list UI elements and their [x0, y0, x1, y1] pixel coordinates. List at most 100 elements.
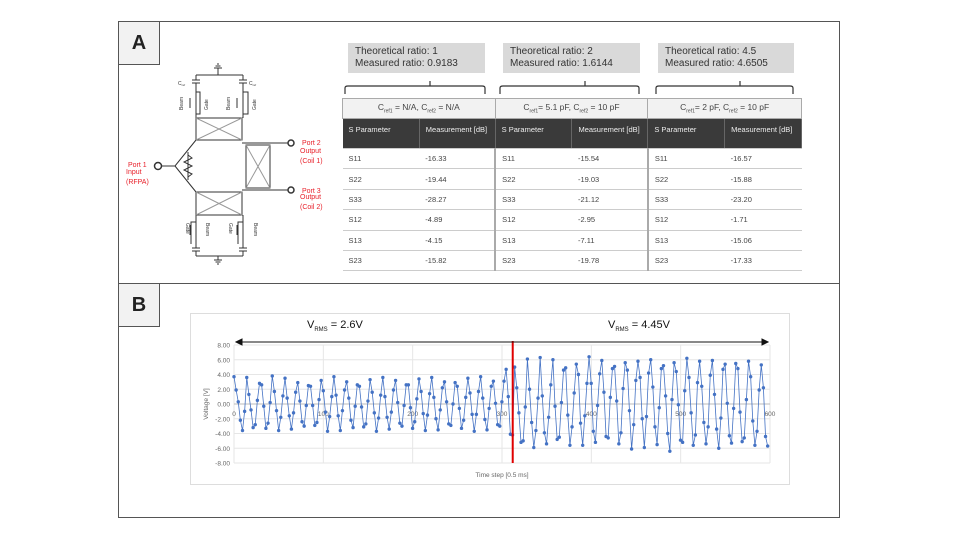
data-point: [281, 394, 285, 398]
series-line: [233, 356, 769, 452]
data-point: [600, 358, 604, 363]
s-parameter-cell: S22: [342, 168, 420, 190]
measurement-cell: -16.57: [724, 148, 802, 170]
data-point: [330, 394, 334, 399]
data-point: [551, 358, 555, 362]
data-point: [666, 431, 670, 436]
port3-label: Port 3: [302, 188, 321, 195]
data-point: [372, 411, 377, 415]
data-point: [476, 389, 481, 394]
s-parameter-cell: S11: [342, 148, 420, 170]
data-point: [413, 420, 417, 424]
column-header: S Parameter: [342, 118, 420, 149]
data-point: [406, 383, 411, 387]
data-point: [553, 404, 557, 408]
data-point: [270, 374, 274, 378]
y-axis-label: Voltage [V]: [203, 388, 210, 420]
data-point: [589, 381, 593, 386]
data-point: [759, 363, 763, 367]
measurement-cell: -4.15: [419, 230, 496, 251]
data-point: [672, 361, 676, 365]
data-point: [729, 441, 734, 445]
data-point: [544, 442, 549, 446]
svg-text:Gate: Gate: [227, 223, 233, 234]
data-point: [659, 366, 664, 371]
data-point: [481, 396, 485, 400]
data-point: [738, 410, 742, 414]
data-point: [634, 378, 638, 383]
data-point: [653, 425, 657, 429]
data-point: [612, 364, 617, 369]
data-point: [527, 387, 532, 391]
column-header: Measurement [dB]: [724, 118, 802, 149]
data-point: [748, 375, 753, 379]
data-point: [580, 443, 585, 447]
data-point: [264, 426, 268, 431]
data-point: [721, 367, 725, 372]
data-point: [610, 366, 615, 371]
measurement-cell: -19.44: [419, 168, 496, 190]
data-point: [751, 419, 755, 423]
s-parameter-table: Cref1 = N/A, Cref2 = N/A Cref1= 5.1 pF, …: [342, 98, 802, 272]
data-point: [368, 377, 372, 382]
data-point: [670, 397, 674, 402]
data-point: [374, 429, 379, 433]
s-parameter-cell: S33: [342, 189, 420, 211]
data-point: [325, 429, 330, 433]
data-point: [623, 361, 627, 365]
measurement-cell: -19.03: [571, 168, 648, 190]
data-point: [361, 425, 366, 429]
resistor-icon: [162, 139, 197, 193]
data-point: [763, 434, 768, 439]
data-point: [702, 420, 706, 425]
svg-text:Beam: Beam: [226, 97, 232, 110]
data-point: [727, 434, 732, 438]
column-header: S Parameter: [495, 118, 573, 149]
measurement-cell: -23.20: [724, 189, 802, 211]
data-point: [636, 359, 640, 363]
x-tick-label: 400: [586, 411, 597, 418]
data-point: [421, 411, 425, 416]
data-point: [640, 417, 644, 421]
data-point: [570, 425, 574, 429]
data-point: [315, 420, 319, 425]
data-point: [687, 375, 691, 380]
data-point: [444, 400, 449, 404]
y-tick-label: -8.00: [215, 461, 230, 468]
data-point: [744, 397, 749, 402]
data-point: [313, 423, 317, 428]
data-point: [587, 355, 591, 359]
data-point: [287, 414, 291, 418]
s-parameter-cell: S11: [494, 148, 572, 170]
data-point: [234, 388, 238, 392]
data-point: [651, 385, 655, 389]
y-tick-label: -6.00: [215, 446, 230, 453]
group-header-1: Cref1 = N/A, Cref2 = N/A: [342, 98, 496, 119]
data-point: [291, 411, 296, 415]
svg-text:(RFPA): (RFPA): [126, 179, 149, 186]
data-point: [430, 375, 434, 380]
data-point: [415, 397, 419, 401]
data-point: [293, 390, 298, 394]
data-point: [370, 390, 374, 394]
data-point: [259, 383, 264, 387]
data-point: [289, 427, 294, 431]
data-point: [765, 444, 770, 448]
data-point: [674, 369, 678, 374]
data-point: [266, 421, 270, 425]
data-point: [649, 358, 653, 362]
data-point: [555, 437, 559, 442]
x-tick-label: 100: [318, 411, 329, 418]
svg-text:Beam: Beam: [204, 223, 210, 236]
s-parameter-cell: S12: [494, 209, 572, 231]
svg-text:Input: Input: [126, 169, 142, 176]
s-parameter-cell: S23: [342, 250, 420, 272]
s-parameter-cell: S12: [342, 209, 420, 231]
data-point: [393, 378, 398, 383]
data-point: [268, 400, 272, 405]
data-point: [366, 399, 370, 403]
data-point: [470, 412, 474, 417]
data-point: [625, 368, 630, 372]
data-point: [344, 380, 349, 384]
data-point: [402, 403, 406, 408]
